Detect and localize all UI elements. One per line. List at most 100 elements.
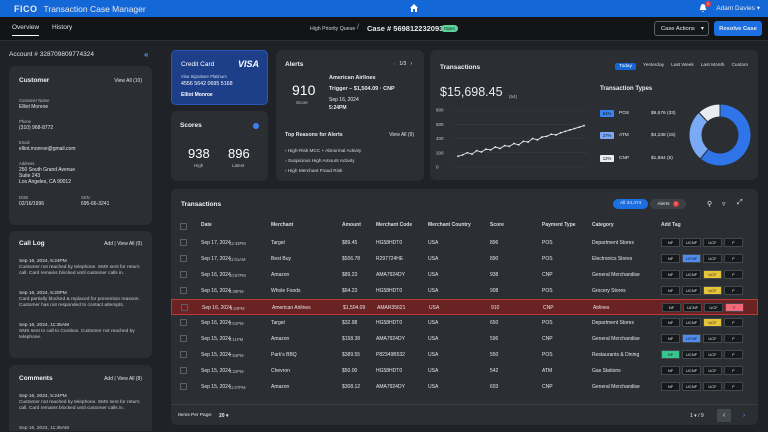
- tag-ucnf-button[interactable]: UCNF: [683, 303, 702, 312]
- tag-nf-button[interactable]: NF: [661, 350, 680, 359]
- tag-f-button[interactable]: F: [724, 318, 743, 327]
- tag-nf-button[interactable]: NF: [661, 334, 680, 343]
- tag-ucnf-button[interactable]: UCNF: [682, 254, 701, 263]
- tag-ucnf-button[interactable]: UCNF: [682, 382, 701, 391]
- tab-history[interactable]: History: [52, 24, 73, 31]
- column-header[interactable]: Payment Type: [542, 222, 576, 228]
- tag-ucnf-button[interactable]: UCNF: [682, 238, 701, 247]
- period-today[interactable]: Today: [615, 63, 636, 70]
- period-last-week[interactable]: Last Week: [671, 63, 694, 68]
- resolve-case-button[interactable]: Resolve Case: [714, 21, 762, 36]
- table-row[interactable]: Sep 15, 2024 9:11PM Amazon $158.38 AMA7924DY…: [171, 331, 758, 347]
- call-log-add-link[interactable]: Add: [104, 241, 113, 247]
- info-icon[interactable]: [253, 123, 259, 129]
- customer-view-all-link[interactable]: View All (10): [114, 78, 142, 84]
- row-checkbox[interactable]: [180, 319, 187, 326]
- tag-nf-button[interactable]: NF: [661, 382, 680, 391]
- comments-add-link[interactable]: Add: [104, 376, 113, 382]
- filter-icon[interactable]: ▿: [722, 201, 726, 208]
- tag-ucf-button[interactable]: UCF: [703, 254, 722, 263]
- tag-ucnf-button[interactable]: UCNF: [682, 286, 701, 295]
- row-checkbox[interactable]: [180, 239, 187, 246]
- tag-f-button[interactable]: F: [724, 270, 743, 279]
- tag-ucf-button[interactable]: UCF: [703, 286, 722, 295]
- tag-ucf-button[interactable]: UCF: [703, 350, 722, 359]
- select-all-checkbox[interactable]: [180, 223, 187, 230]
- tag-ucnf-button[interactable]: UCNF: [682, 318, 701, 327]
- breadcrumb-queue[interactable]: High Priority Queue: [310, 26, 356, 32]
- page-select[interactable]: 1 ▾ / 9: [690, 413, 704, 419]
- period-custom[interactable]: Custom: [731, 63, 748, 68]
- user-menu[interactable]: Adam Davies ▾: [716, 4, 760, 12]
- table-row[interactable]: Sep 17, 2024 11:01AM Best Buy $506.78 R29772…: [171, 251, 758, 267]
- row-checkbox[interactable]: [180, 367, 187, 374]
- column-header[interactable]: Score: [490, 222, 504, 228]
- row-checkbox[interactable]: [180, 383, 187, 390]
- column-header[interactable]: Category: [592, 222, 614, 228]
- tag-nf-button[interactable]: NF: [661, 318, 680, 327]
- table-row[interactable]: Sep 15, 2024 4:22PM Chevron $50.00 HG58HDT0 U…: [171, 363, 758, 379]
- table-row[interactable]: Sep 16, 2024 5:24PM American Airlines $1,50…: [171, 299, 758, 315]
- tag-nf-button[interactable]: NF: [661, 254, 680, 263]
- table-row[interactable]: Sep 17, 2024 12:43PM Target $89.45 HG58HDT0 U…: [171, 235, 758, 251]
- tag-nf-button[interactable]: NF: [662, 303, 681, 312]
- period-last-month[interactable]: Last Month: [700, 63, 725, 68]
- tag-ucnf-button[interactable]: UCNF: [682, 366, 701, 375]
- row-checkbox[interactable]: [180, 255, 187, 262]
- notifications-bell-icon[interactable]: 2: [698, 1, 712, 13]
- tag-ucf-button[interactable]: UCF: [703, 270, 722, 279]
- tag-ucf-button[interactable]: UCF: [704, 303, 723, 312]
- search-icon[interactable]: ⚲: [707, 201, 713, 208]
- tag-f-button[interactable]: F: [724, 238, 743, 247]
- column-header[interactable]: Merchant Country: [428, 222, 471, 228]
- tag-ucnf-button[interactable]: UCNF: [682, 334, 701, 343]
- table-row[interactable]: Sep 15, 2024 7:54PM Park's BBQ $389.55 P8234…: [171, 347, 758, 363]
- tag-ucnf-button[interactable]: UCNF: [682, 350, 701, 359]
- tag-nf-button[interactable]: NF: [661, 270, 680, 279]
- tag-f-button[interactable]: F: [724, 350, 743, 359]
- period-yesterday[interactable]: Yesterday: [642, 63, 665, 68]
- tag-f-button[interactable]: F: [724, 334, 743, 343]
- home-icon[interactable]: [409, 3, 419, 13]
- tag-nf-button[interactable]: NF: [661, 286, 680, 295]
- next-alert-icon[interactable]: ›: [410, 61, 412, 67]
- tag-f-button[interactable]: F: [724, 366, 743, 375]
- tag-f-button[interactable]: F: [725, 303, 744, 312]
- column-header[interactable]: Merchant: [271, 222, 294, 228]
- row-checkbox[interactable]: [180, 287, 187, 294]
- prev-page-button[interactable]: ‹: [717, 409, 731, 422]
- table-row[interactable]: Sep 16, 2024 6:38PM Whole Foods $64.23 HG58H…: [171, 283, 758, 299]
- tag-ucnf-button[interactable]: UCNF: [682, 270, 701, 279]
- table-row[interactable]: Sep 16, 2024 10:57PM Amazon $89.23 AMA7924DY…: [171, 267, 758, 283]
- tag-f-button[interactable]: F: [724, 254, 743, 263]
- comments-view-all-link[interactable]: View All (8): [117, 376, 142, 382]
- column-header[interactable]: Amount: [342, 222, 361, 228]
- case-actions-button[interactable]: Case Actions ▾: [654, 21, 709, 36]
- items-per-page-select[interactable]: 20 ▾: [219, 413, 229, 419]
- prev-alert-icon[interactable]: ‹: [393, 61, 396, 67]
- tag-ucf-button[interactable]: UCF: [703, 382, 722, 391]
- row-checkbox[interactable]: [181, 304, 188, 311]
- tag-ucf-button[interactable]: UCF: [703, 318, 722, 327]
- tag-ucf-button[interactable]: UCF: [703, 334, 722, 343]
- tab-overview[interactable]: Overview: [12, 24, 40, 36]
- column-header[interactable]: Merchant Code: [376, 222, 413, 228]
- filter-all[interactable]: All 34,474: [613, 199, 649, 209]
- tag-nf-button[interactable]: NF: [661, 366, 680, 375]
- tag-nf-button[interactable]: NF: [661, 238, 680, 247]
- next-page-button[interactable]: ›: [742, 412, 746, 419]
- expand-icon[interactable]: ⤢: [737, 199, 743, 206]
- column-header[interactable]: Add Tag: [661, 222, 681, 228]
- column-header[interactable]: Date: [201, 222, 212, 228]
- filter-alerts[interactable]: Alerts 3: [650, 199, 686, 209]
- table-row[interactable]: Sep 16, 2024 2:01PM Target $32.98 HG58HDT0 US…: [171, 315, 758, 331]
- row-checkbox[interactable]: [180, 271, 187, 278]
- collapse-sidebar-icon[interactable]: «: [144, 50, 149, 59]
- row-checkbox[interactable]: [180, 335, 187, 342]
- tag-ucf-button[interactable]: UCF: [703, 366, 722, 375]
- tag-f-button[interactable]: F: [724, 286, 743, 295]
- call-log-view-all-link[interactable]: View All (9): [117, 241, 142, 247]
- tag-f-button[interactable]: F: [724, 382, 743, 391]
- tag-ucf-button[interactable]: UCF: [703, 238, 722, 247]
- table-row[interactable]: Sep 15, 2024 11:07PM Amazon $308.12 AMA7924D…: [171, 379, 758, 395]
